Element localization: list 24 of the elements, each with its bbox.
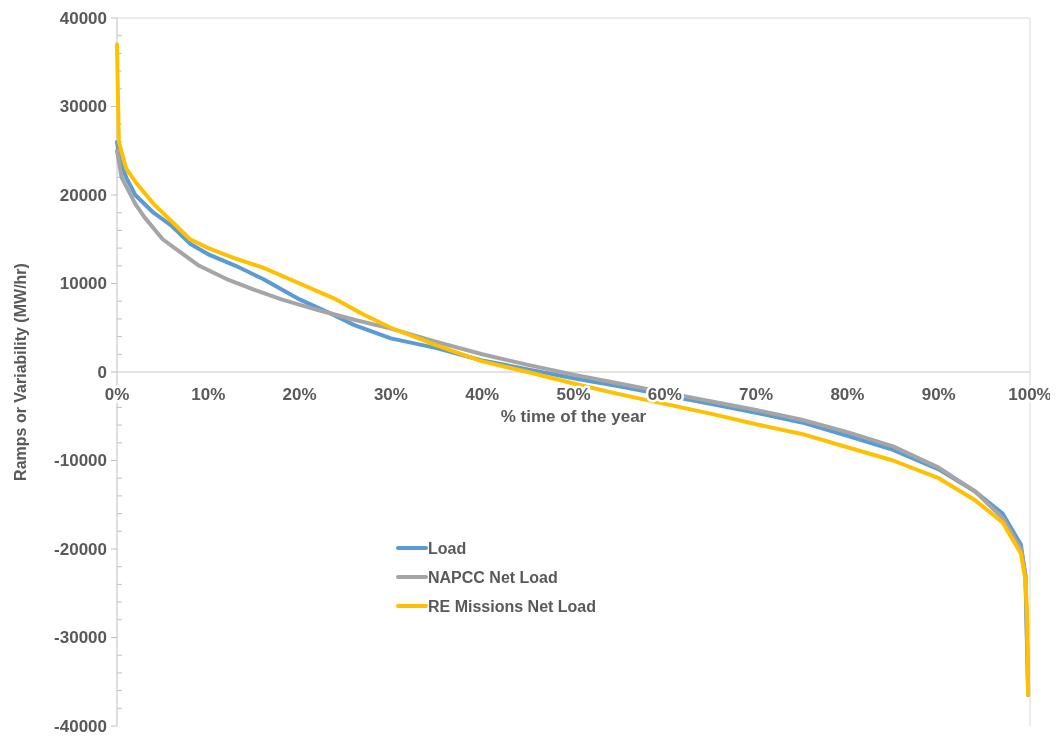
y-tick-label: 40000 [59, 8, 107, 28]
y-tick-label: 10000 [59, 274, 107, 294]
y-tick-label: -10000 [54, 451, 107, 471]
legend-label: Load [428, 539, 467, 557]
legend-label: RE Missions Net Load [428, 597, 597, 615]
x-tick-label: 10% [191, 385, 226, 404]
x-axis-title: % time of the year [500, 407, 647, 426]
y-tick-label: 20000 [59, 185, 107, 205]
x-tick-label: 0% [104, 385, 130, 404]
y-tick-label: 30000 [59, 97, 107, 117]
y-tick-label: -40000 [54, 716, 107, 736]
x-tick-label: 40% [465, 385, 500, 404]
x-tick-label: 20% [282, 385, 317, 404]
y-tick-label: 0 [97, 362, 107, 382]
x-tick-label: 60% [647, 385, 682, 404]
x-tick-label: 70% [739, 385, 774, 404]
x-tick-label: 80% [830, 385, 865, 404]
x-tick-label: 90% [921, 385, 956, 404]
y-axis-title: Ramps or Variability (MW/hr) [12, 263, 29, 481]
y-tick-label: -20000 [54, 539, 107, 559]
y-tick-label: -30000 [54, 628, 107, 648]
legend-label: NAPCC Net Load [428, 568, 558, 586]
x-tick-label: 50% [556, 385, 591, 404]
x-tick-label: 30% [373, 385, 408, 404]
